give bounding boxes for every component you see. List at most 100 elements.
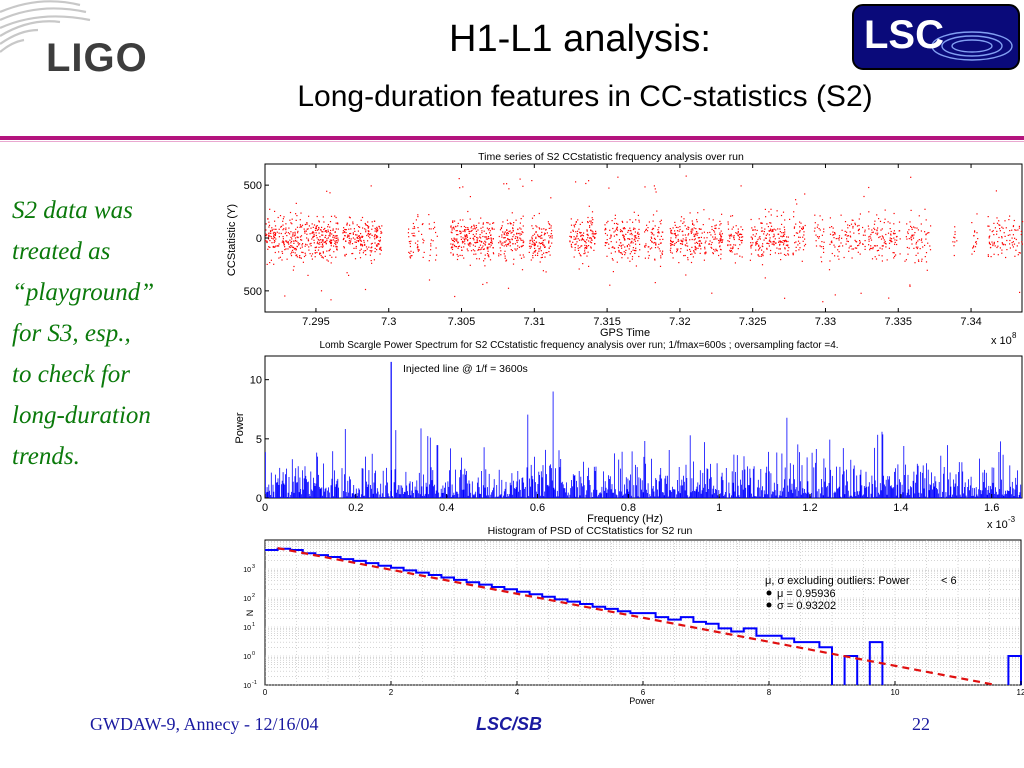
timeseries-point (539, 228, 541, 230)
timeseries-point (995, 190, 997, 192)
timeseries-point (653, 242, 655, 244)
timeseries-point (354, 238, 356, 240)
timeseries-point (305, 230, 307, 232)
timeseries-point (780, 252, 782, 254)
timeseries-point (517, 239, 519, 241)
timeseries-point (452, 240, 455, 242)
timeseries-point (335, 241, 337, 243)
timeseries-point (570, 224, 573, 226)
timeseries-point (755, 249, 757, 251)
timeseries-point (883, 242, 885, 244)
timeseries-point (436, 235, 438, 237)
timeseries-point (1011, 244, 1014, 246)
timeseries-point (715, 227, 717, 230)
timeseries-point (379, 247, 381, 249)
timeseries-point (519, 222, 521, 224)
timeseries-point (670, 232, 672, 234)
timeseries-point (343, 231, 345, 233)
timeseries-point (629, 227, 631, 229)
timeseries-point (703, 231, 705, 233)
timeseries-point (770, 214, 772, 216)
timeseries-point (880, 229, 882, 231)
timeseries-point (819, 215, 821, 217)
timeseries-point (892, 252, 894, 254)
timeseries-point (638, 233, 640, 235)
timeseries-point (511, 212, 513, 214)
timeseries-point (505, 244, 507, 246)
timeseries-point (534, 243, 536, 245)
timeseries-point (722, 239, 724, 241)
timeseries-point (847, 227, 849, 229)
timeseries-point (492, 252, 494, 254)
timeseries-point (474, 245, 476, 247)
timeseries-point (591, 211, 594, 213)
timeseries-point (798, 249, 800, 251)
timeseries-point (682, 238, 684, 240)
timeseries-point (763, 239, 765, 241)
timeseries-point (291, 238, 293, 240)
timeseries-point (362, 252, 364, 254)
timeseries-point (604, 244, 606, 247)
timeseries-point (709, 240, 711, 242)
timeseries-point (993, 241, 995, 243)
timeseries-point (719, 245, 721, 247)
timeseries-point (296, 256, 298, 258)
timeseries-point (587, 234, 589, 237)
timeseries-point (613, 231, 615, 233)
timeseries-point (1001, 252, 1003, 254)
histogram-y-tick-exponent: 3 (252, 564, 255, 570)
timeseries-point (647, 246, 649, 248)
timeseries-point (849, 245, 851, 247)
timeseries-point (293, 248, 295, 250)
timeseries-point (318, 227, 320, 229)
timeseries-point (516, 233, 518, 235)
timeseries-point (732, 246, 734, 248)
timeseries-point (329, 241, 331, 243)
timeseries-point (274, 251, 276, 254)
timeseries-point (541, 256, 543, 258)
timeseries-point (326, 250, 328, 252)
timeseries-point (345, 253, 347, 255)
histogram-x-tick-label: 2 (389, 688, 394, 697)
timeseries-point (300, 235, 303, 237)
timeseries-point (541, 231, 543, 233)
timeseries-point (799, 230, 801, 232)
timeseries-point (847, 224, 849, 226)
timeseries-point (838, 251, 840, 253)
timeseries-point (470, 243, 472, 245)
timeseries-point (750, 253, 753, 255)
timeseries-point (359, 237, 361, 239)
timeseries-x-tick-label: 7.33 (815, 316, 836, 328)
timeseries-point (898, 221, 901, 223)
timeseries-point (782, 240, 784, 242)
timeseries-point (337, 223, 339, 225)
timeseries-point (354, 241, 356, 243)
timeseries-point (627, 238, 629, 240)
timeseries-point (835, 238, 837, 240)
timeseries-point (482, 283, 484, 285)
timeseries-point (350, 228, 352, 230)
timeseries-point (357, 240, 360, 243)
timeseries-point (291, 249, 294, 251)
timeseries-point (416, 247, 418, 249)
timeseries-point (634, 238, 636, 240)
timeseries-point (838, 235, 841, 237)
timeseries-point (584, 252, 586, 254)
timeseries-point (315, 232, 317, 234)
timeseries-point (503, 237, 505, 239)
timeseries-point (329, 226, 331, 228)
timeseries-point (586, 229, 588, 231)
timeseries-point (277, 245, 279, 247)
timeseries-point (362, 235, 364, 238)
timeseries-point (538, 227, 540, 229)
timeseries-point (893, 223, 895, 225)
timeseries-point (797, 244, 799, 246)
timeseries-point (799, 242, 801, 244)
timeseries-point (720, 223, 722, 225)
timeseries-point (785, 244, 787, 246)
timeseries-point (274, 210, 276, 212)
timeseries-point (417, 214, 419, 216)
timeseries-point (684, 239, 686, 241)
timeseries-point (710, 234, 712, 236)
timeseries-point (659, 238, 661, 241)
